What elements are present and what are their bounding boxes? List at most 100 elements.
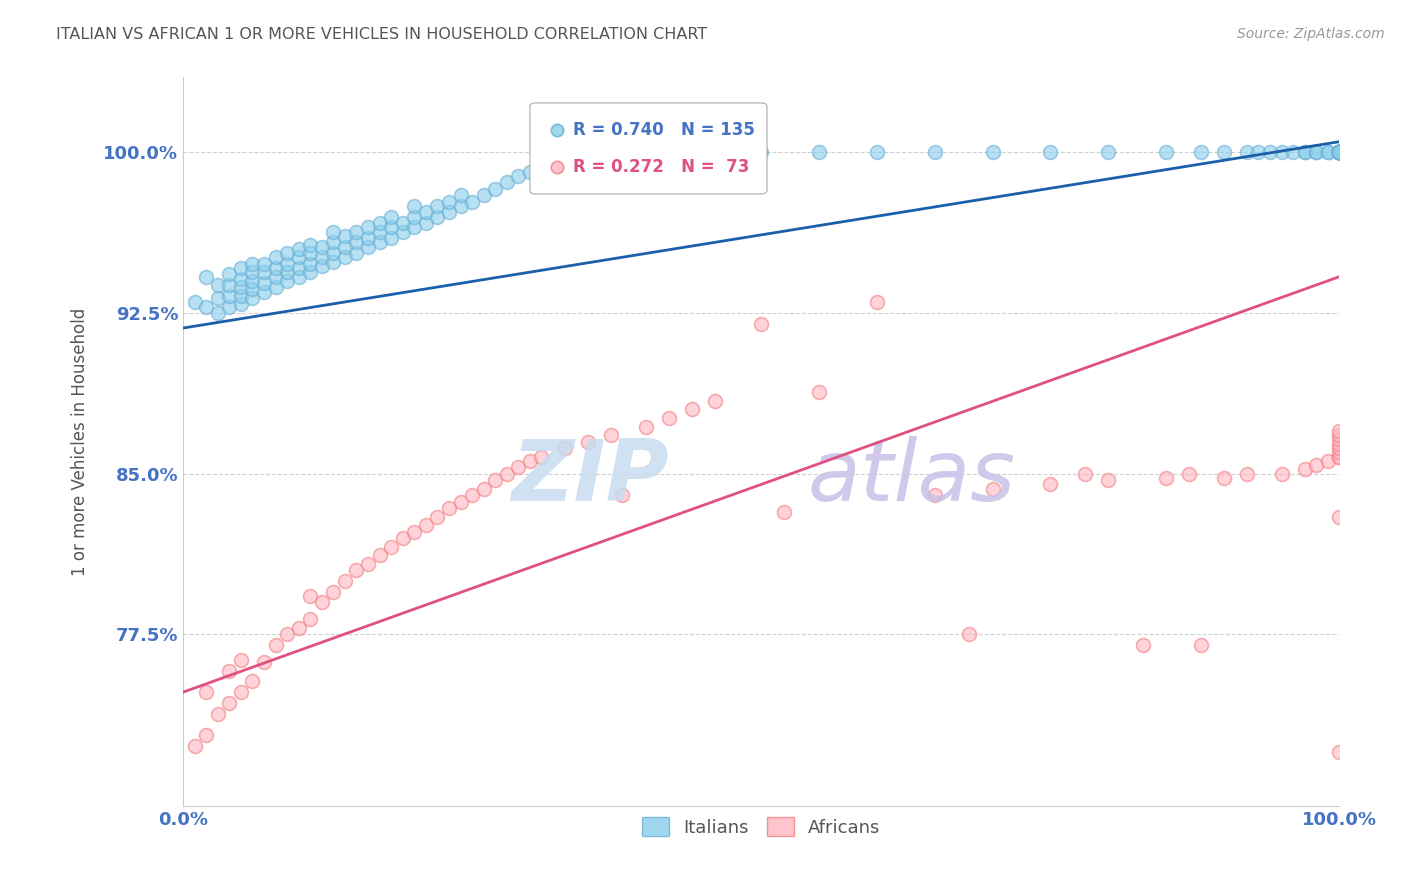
Point [264,280,287,294]
Point [346,246,368,260]
Point [218,696,240,710]
Point [1329,145,1351,160]
Point [484,473,506,487]
Point [253,655,276,669]
Point [195,685,218,699]
Point [1212,471,1234,485]
Point [1154,145,1177,160]
Point [195,300,218,314]
Point [1189,145,1212,160]
Point [1329,145,1351,160]
Point [333,574,356,588]
Point [1132,638,1154,652]
Point [519,454,541,468]
Point [322,584,344,599]
Point [287,261,309,276]
Point [311,259,333,273]
Point [1212,145,1234,160]
Point [287,621,309,635]
Point [704,393,727,408]
Point [322,254,344,268]
Point [669,147,692,161]
Point [287,269,309,284]
Point [229,297,252,311]
Point [404,220,426,235]
Point [229,289,252,303]
Point [229,653,252,667]
Point [229,685,252,699]
Point [495,467,517,481]
Point [242,274,264,288]
FancyBboxPatch shape [530,103,768,194]
Point [1097,473,1119,487]
Point [357,231,380,245]
Point [1329,145,1351,160]
Point [380,231,402,245]
Point [322,225,344,239]
Point [1039,477,1062,491]
Text: Source: ZipAtlas.com: Source: ZipAtlas.com [1237,27,1385,41]
Point [1282,145,1305,160]
Point [1258,145,1281,160]
Point [808,145,831,160]
Point [391,531,413,545]
Point [1329,145,1351,160]
Y-axis label: 1 or more Vehicles in Household: 1 or more Vehicles in Household [72,308,89,575]
Point [530,450,553,464]
Point [1294,145,1316,160]
Point [1271,467,1294,481]
Point [218,268,240,282]
Point [658,411,681,425]
Point [276,627,298,641]
Point [1329,145,1351,160]
Point [1329,145,1351,160]
Point [1329,145,1351,160]
Point [368,548,391,562]
Point [415,205,437,219]
Point [1316,145,1339,160]
Point [1329,450,1351,464]
Point [1236,467,1258,481]
Point [264,251,287,265]
Text: R = 0.272   N =  73: R = 0.272 N = 73 [572,158,749,176]
Point [404,199,426,213]
Point [229,261,252,276]
Point [299,265,322,279]
Point [1329,145,1351,160]
Point [546,300,568,314]
Point [508,169,530,183]
Point [242,674,264,689]
Point [599,150,621,164]
Point [1294,462,1316,476]
Point [1329,145,1351,160]
Point [1329,145,1351,160]
Point [1329,145,1351,160]
Point [1329,145,1351,160]
Point [195,269,218,284]
Point [253,257,276,271]
Point [287,242,309,256]
Point [749,145,772,160]
Point [1189,638,1212,652]
Point [472,188,495,202]
Point [322,246,344,260]
Legend: Italians, Africans: Italians, Africans [634,810,889,844]
Point [229,280,252,294]
Point [1329,145,1351,160]
Point [311,595,333,609]
Point [437,205,460,219]
Point [1329,450,1351,464]
Point [218,664,240,678]
Point [264,261,287,276]
Point [576,434,599,449]
Point [1329,145,1351,160]
Point [612,488,634,502]
Point [437,194,460,209]
Point [1329,428,1351,442]
Point [1329,145,1351,160]
Point [207,706,229,721]
Point [1097,145,1119,160]
Point [554,441,576,455]
Point [333,240,356,254]
Point [1329,145,1351,160]
